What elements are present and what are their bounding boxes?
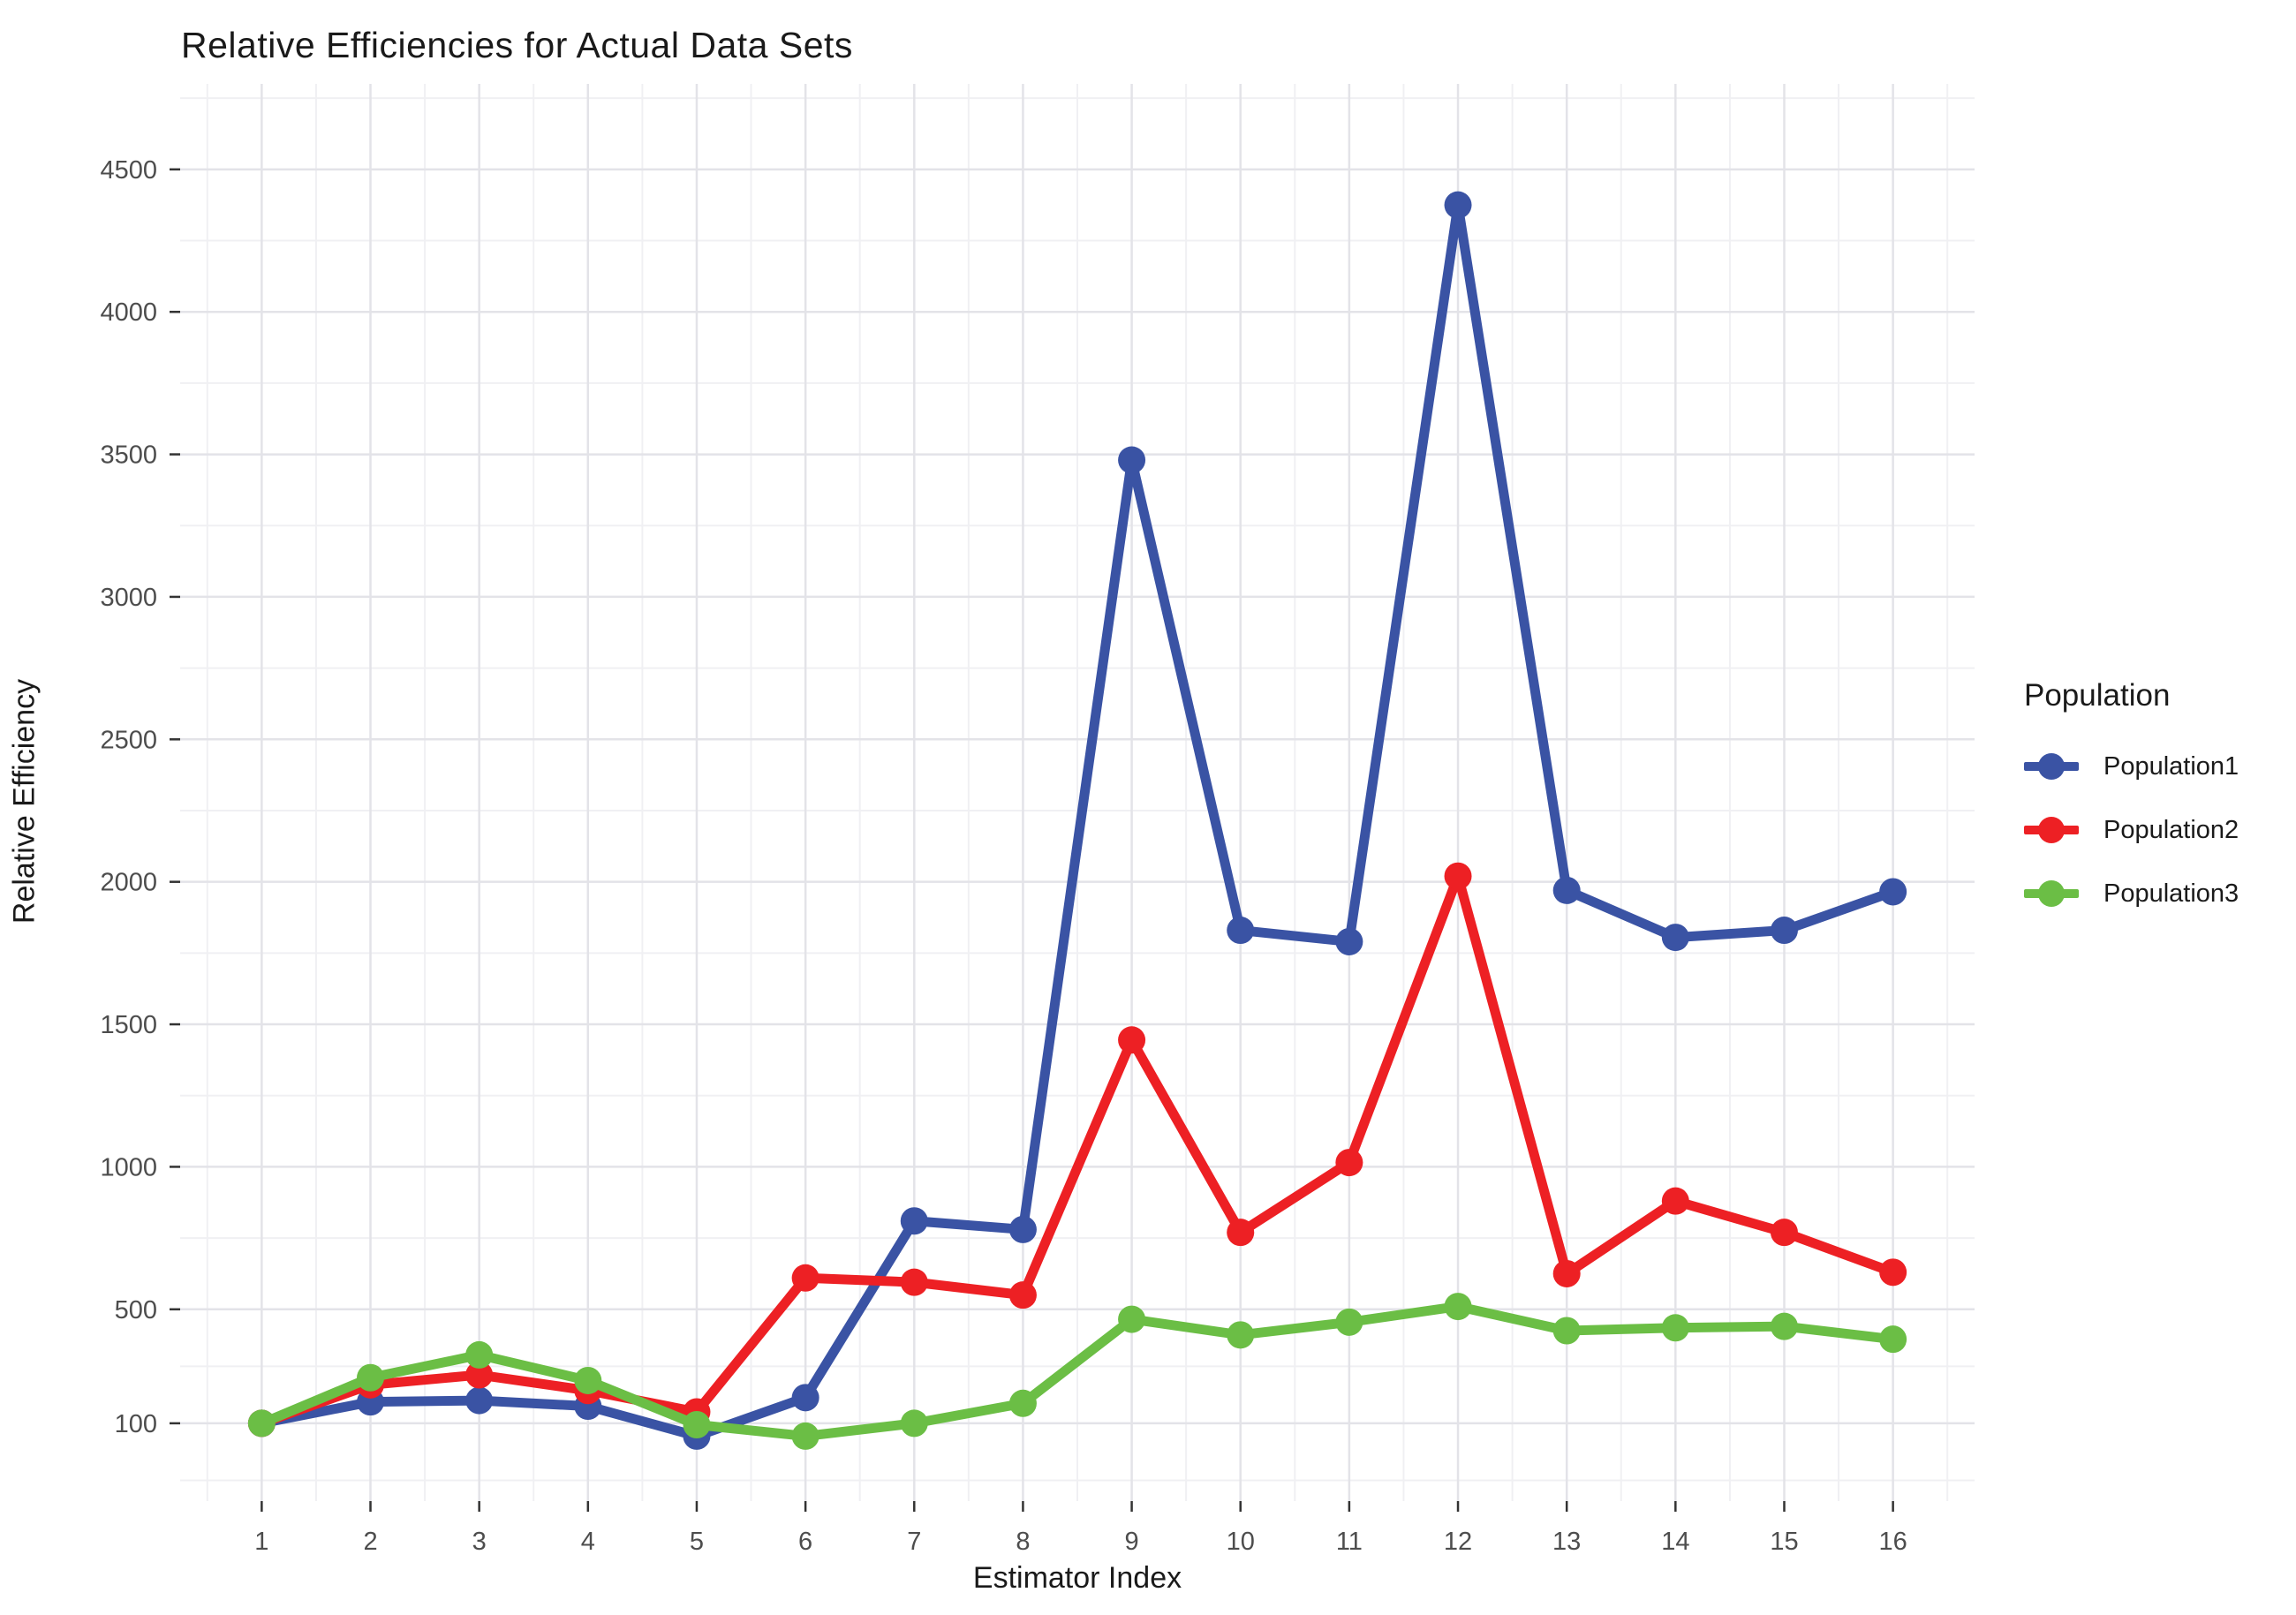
data-point-population3-x15: [1770, 1312, 1798, 1340]
series-line-population1: [256, 200, 1899, 1441]
tick-label: 1500: [100, 1011, 157, 1039]
tick-label: 10: [1227, 1528, 1255, 1556]
legend-item-label: Population3: [2103, 879, 2239, 908]
data-point-population3-x7: [900, 1409, 928, 1438]
data-point-population3-x6: [791, 1422, 819, 1450]
tick-label: 7: [907, 1528, 921, 1556]
legend-key-line-dot-icon: [2024, 747, 2079, 786]
data-point-population3-x13: [1552, 1317, 1581, 1345]
legend-item-population3: Population3: [2024, 874, 2289, 913]
data-point-population1-x14: [1661, 924, 1689, 952]
data-point-population1-x15: [1770, 917, 1798, 945]
y-tick-labels: 100 500 1000 1500 2000 2500 3000 3500 4000 4500: [100, 156, 157, 1438]
tick-label: 15: [1770, 1528, 1798, 1556]
data-point-population2-x8: [1008, 1281, 1037, 1309]
legend-key-line-dot-icon: [2024, 811, 2079, 849]
tick-label: 3000: [100, 584, 157, 612]
x-tick-labels: 1 2 3 4 5 6 7 8 9 10 11 12 13 14 15 16: [254, 1528, 1907, 1556]
tick-label: 4000: [100, 298, 157, 327]
tick-label: 9: [1125, 1528, 1139, 1556]
data-point-population2-x6: [791, 1264, 819, 1292]
tick-label: 100: [115, 1410, 157, 1438]
tick-label: 4: [581, 1528, 595, 1556]
tick-label: 11: [1336, 1528, 1363, 1556]
tick-label: 14: [1661, 1528, 1689, 1556]
data-point-population3-x3: [465, 1340, 494, 1369]
data-point-population3-x9: [1118, 1305, 1146, 1333]
data-point-population3-x1: [247, 1409, 276, 1438]
tick-label: 6: [798, 1528, 812, 1556]
x-axis-title: Estimator Index: [972, 1561, 1182, 1595]
tick-label: 1: [254, 1528, 268, 1556]
data-point-population2-x7: [900, 1268, 928, 1296]
tick-label: 3500: [100, 441, 157, 470]
data-point-population3-x2: [357, 1363, 385, 1392]
legend-key-line-dot-icon: [2024, 874, 2079, 913]
data-point-population2-x14: [1661, 1187, 1689, 1215]
data-point-population2-x16: [1879, 1258, 1907, 1287]
tick-label: 2000: [100, 869, 157, 897]
data-point-population1-x6: [791, 1384, 819, 1412]
data-point-population2-x15: [1770, 1219, 1798, 1247]
series-population3: [247, 1293, 1907, 1450]
series-line-population2: [256, 871, 1899, 1429]
data-point-population1-x13: [1552, 876, 1581, 904]
data-point-population3-x14: [1661, 1314, 1689, 1342]
data-point-population3-x16: [1879, 1325, 1907, 1354]
legend-title: Population: [2024, 678, 2171, 713]
data-point-population3-x8: [1008, 1389, 1037, 1417]
grid-minor: [180, 84, 1975, 1501]
data-point-population1-x10: [1227, 917, 1255, 945]
data-point-population3-x12: [1444, 1293, 1472, 1321]
data-point-population3-x11: [1335, 1308, 1363, 1336]
data-point-population1-x11: [1335, 927, 1363, 955]
tick-label: 500: [115, 1296, 157, 1324]
tick-label: 13: [1552, 1528, 1581, 1556]
tick-label: 1000: [100, 1153, 157, 1181]
legend-item-label: Population2: [2103, 815, 2239, 844]
data-point-population2-x12: [1444, 862, 1472, 890]
tick-label: 16: [1879, 1528, 1907, 1556]
data-point-population1-x7: [900, 1207, 928, 1235]
data-point-population1-x16: [1879, 878, 1907, 906]
data-point-population3-x5: [683, 1411, 711, 1439]
tick-label: 8: [1016, 1528, 1030, 1556]
legend: Population Population1 Population2 Popul…: [2024, 678, 2289, 938]
chart-title: Relative Efficiencies for Actual Data Se…: [181, 25, 853, 65]
legend-item-population2: Population2: [2024, 811, 2289, 849]
tick-label: 4500: [100, 156, 157, 185]
tick-label: 12: [1444, 1528, 1472, 1556]
series-line-population3: [256, 1302, 1899, 1441]
data-point-population2-x10: [1227, 1219, 1255, 1247]
data-point-population2-x3: [465, 1361, 494, 1389]
data-point-population2-x13: [1552, 1259, 1581, 1287]
data-point-population3-x4: [574, 1366, 602, 1394]
data-point-population2-x9: [1118, 1026, 1146, 1054]
data-point-population3-x10: [1227, 1321, 1255, 1349]
tick-label: 5: [690, 1528, 704, 1556]
legend-item-population1: Population1: [2024, 747, 2289, 786]
axis-ticks: [170, 168, 1894, 1512]
data-point-population1-x9: [1118, 446, 1146, 474]
legend-item-label: Population1: [2103, 751, 2239, 781]
data-point-population1-x3: [465, 1386, 494, 1415]
data-point-population1-x8: [1008, 1215, 1037, 1243]
tick-label: 3: [472, 1528, 487, 1556]
tick-label: 2500: [100, 726, 157, 754]
data-point-population1-x12: [1444, 191, 1472, 219]
tick-label: 2: [363, 1528, 377, 1556]
series-population2: [247, 862, 1907, 1438]
data-point-population2-x11: [1335, 1149, 1363, 1177]
y-axis-title: Relative Efficiency: [7, 678, 42, 924]
